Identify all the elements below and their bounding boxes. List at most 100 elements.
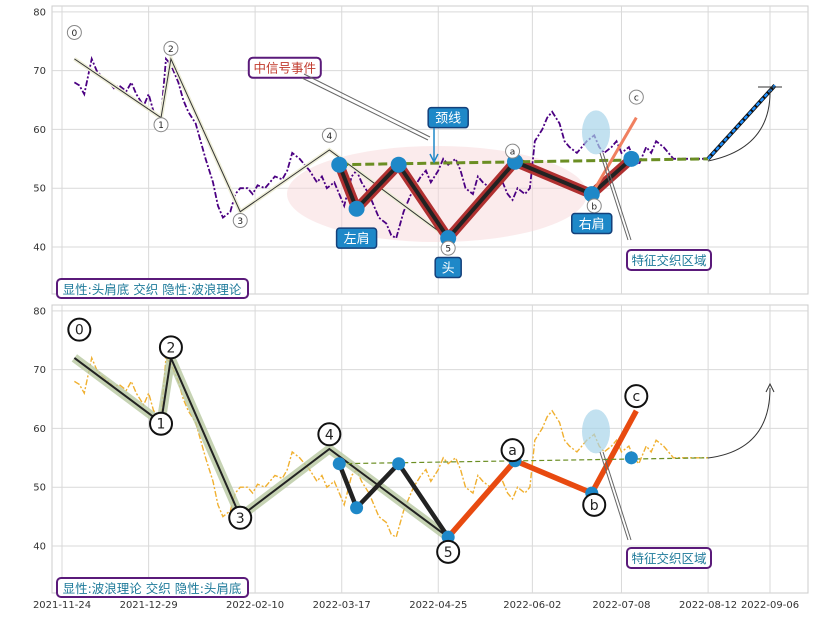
panel-caption: 显性:波浪理论 交织 隐性:头肩底 (63, 581, 242, 596)
wave-label: 4 (326, 132, 332, 142)
y-tick-label: 70 (33, 66, 46, 77)
wave-label-circle (505, 143, 521, 159)
wave-label-circle (163, 40, 179, 56)
feature-label: 特征交织区域 (631, 551, 706, 566)
y-tick-label: 70 (33, 365, 46, 376)
pattern-point (331, 156, 348, 173)
y-tick-label: 40 (33, 541, 46, 552)
abc-line (446, 409, 639, 539)
wave-label: 5 (444, 545, 453, 561)
zigzag-line (74, 57, 449, 239)
wave-label-circle (232, 213, 248, 229)
pattern-point (350, 501, 364, 515)
y-tick-label: 50 (33, 184, 46, 195)
feature-label-box (626, 547, 712, 569)
feature-arrow-2 (602, 152, 632, 241)
x-tick-label: 2022-08-12 (679, 600, 737, 611)
wave-label-circle (317, 422, 342, 447)
neckline (339, 157, 709, 167)
pattern-label-box (571, 212, 613, 235)
wave-label: b (590, 498, 599, 514)
projection-arc (707, 387, 771, 459)
x-tick-label: 2022-06-02 (503, 600, 561, 611)
wave-label: 0 (75, 323, 84, 339)
wave-label-circle (158, 335, 183, 360)
x-tick-label: 2021-11-24 (33, 600, 91, 611)
neckline (339, 457, 709, 465)
wave-label: a (510, 148, 516, 158)
y-tick-label: 80 (33, 7, 46, 18)
y-tick-label: 40 (33, 242, 46, 253)
breakout-line (590, 116, 638, 195)
y-tick-label: 60 (33, 125, 46, 136)
x-tick-label: 2022-04-25 (409, 600, 467, 611)
feature-region (582, 110, 610, 155)
pattern-label-box (434, 256, 462, 279)
wave-label-circle (67, 317, 92, 342)
pattern-point (332, 457, 346, 471)
wave-label: 0 (72, 29, 78, 39)
feature-arrow-2 (602, 451, 632, 541)
wave-label: 4 (325, 427, 334, 443)
event-label: 中信号事件 (254, 61, 317, 76)
wave-label-circle (153, 117, 169, 133)
wave-label-circle (628, 89, 644, 105)
pattern-point (624, 451, 638, 465)
x-tick-label: 2022-03-17 (313, 600, 371, 611)
pattern-point (623, 150, 640, 167)
panel-caption: 显性:头肩底 交织 隐性:波浪理论 (63, 282, 242, 297)
event-arrow (301, 77, 429, 141)
wave-label-circle (624, 384, 649, 409)
feature-arrow (599, 152, 629, 241)
x-tick-label: 2021-12-29 (120, 600, 178, 611)
pattern-point (348, 200, 365, 217)
wave-label: 3 (236, 511, 245, 527)
feature-label: 特征交织区域 (631, 253, 706, 268)
x-tick-label: 2022-02-10 (226, 600, 284, 611)
feature-label-box (626, 249, 712, 271)
y-tick-label: 50 (33, 483, 46, 494)
pattern-point (392, 457, 406, 471)
wave-label: 3 (237, 217, 243, 227)
y-tick-label: 60 (33, 424, 46, 435)
x-tick-label: 2022-09-06 (741, 600, 799, 611)
pattern-label-box (335, 227, 378, 249)
wave-label: 5 (445, 245, 451, 255)
y-tick-label: 80 (33, 306, 46, 317)
wave-label: c (634, 94, 639, 104)
pattern-label-box (427, 106, 469, 129)
wave-label-circle (66, 24, 82, 40)
wave-label-circle (440, 240, 456, 256)
wave-label: 1 (158, 121, 164, 131)
event-label-box (247, 56, 322, 79)
hs-line (337, 461, 451, 539)
pattern-label: 左肩 (344, 231, 370, 247)
panel-caption-box (56, 577, 249, 598)
feature-arrow (599, 451, 629, 541)
pattern-point (583, 186, 600, 203)
feature-region (582, 409, 610, 454)
pattern-label: 颈线 (435, 112, 461, 127)
wave-label-circle (500, 438, 525, 463)
wave-label-circle (149, 411, 174, 436)
wave-label-circle (321, 127, 337, 143)
projection-arc-head (765, 382, 775, 393)
wave-label: 2 (168, 45, 174, 55)
wave-label: a (508, 443, 517, 459)
x-tick-label: 2022-07-08 (592, 600, 650, 611)
projection-line (707, 84, 776, 160)
wave-label: b (591, 202, 597, 212)
pattern-label: 右肩 (579, 216, 605, 232)
wave-label-circle (582, 492, 607, 517)
wave-label: 2 (166, 340, 175, 356)
projection-arc (707, 87, 771, 162)
pattern-label: 头 (442, 262, 455, 277)
wave-label-circle (228, 505, 253, 530)
neckline-pointer-head (429, 153, 439, 164)
pattern-point (390, 156, 407, 173)
wave-label: 1 (157, 417, 166, 433)
wave-label-circle (436, 539, 461, 564)
panel-caption-box (56, 278, 249, 299)
